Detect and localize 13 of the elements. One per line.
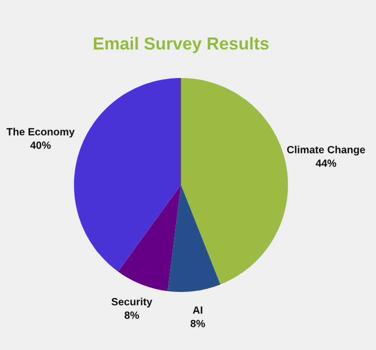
data-label: 8% (190, 320, 206, 328)
pie-slice (74, 78, 181, 272)
data-label: 44% (316, 160, 336, 167)
data-label: 40% (30, 142, 51, 149)
slice-label: The Economy (6, 128, 75, 138)
slice-label: Climate Change (287, 146, 366, 156)
slice-label: AI (192, 306, 202, 314)
chart-title: Email Survey Results (94, 36, 269, 54)
pie-slice (181, 78, 288, 284)
slice-label: Security (112, 298, 152, 308)
data-label: 8% (124, 312, 140, 319)
pie-slice (118, 185, 181, 292)
pie-slice (168, 185, 220, 292)
